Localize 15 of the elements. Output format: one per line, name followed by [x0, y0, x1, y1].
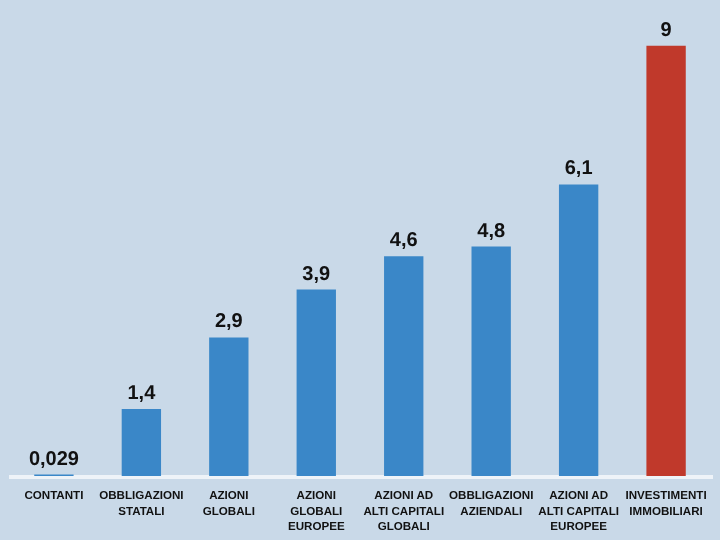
data-label: 3,9 [302, 263, 332, 286]
bar [384, 256, 424, 476]
bar [121, 409, 162, 476]
data-label: 4,8 [477, 220, 506, 243]
data-label: 6,1 [564, 158, 594, 181]
bar [558, 184, 599, 476]
data-label: 2,9 [214, 311, 244, 334]
bar [209, 337, 249, 476]
data-label: 0,029 [28, 448, 80, 471]
data-label: 1,4 [127, 383, 157, 406]
data-label: 4,6 [389, 230, 419, 253]
bar [296, 289, 336, 476]
bar [646, 45, 686, 476]
bar [471, 246, 511, 476]
data-label: 9 [660, 19, 673, 42]
